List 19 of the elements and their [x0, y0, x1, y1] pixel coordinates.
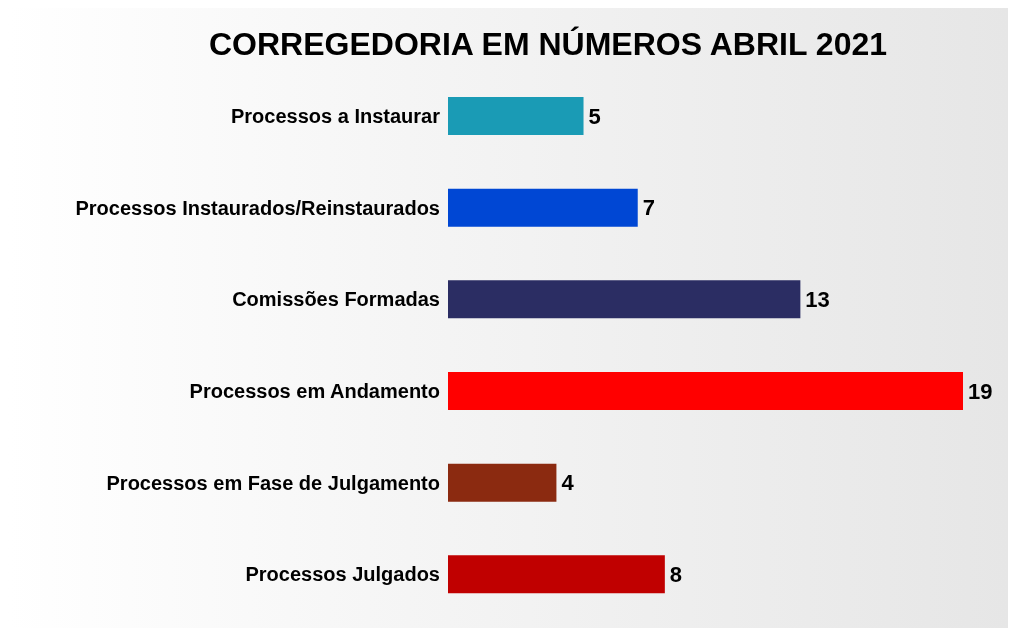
y-tick-label: Processos Instaurados/Reinstaurados: [75, 196, 440, 219]
bar: [448, 188, 638, 227]
bar: [448, 97, 584, 135]
bar: [448, 555, 665, 594]
bar: [448, 280, 801, 319]
y-tick-label: Comissões Formadas: [232, 288, 440, 311]
data-label: 8: [669, 562, 683, 588]
y-tick-label: Processos a Instaurar: [231, 104, 441, 127]
bar: [448, 372, 963, 410]
data-label: 4: [561, 470, 575, 496]
y-tick-label: Processos em Fase de Julgamento: [106, 471, 440, 494]
data-label: 5: [588, 103, 601, 129]
data-label: 19: [968, 378, 993, 404]
bar: [448, 463, 557, 502]
y-tick-label: Processos Julgados: [245, 563, 440, 586]
data-label: 13: [805, 287, 830, 313]
chart-title: CORREGEDORIA EM NÚMEROS ABRIL 2021: [208, 25, 888, 64]
y-tick-label: Processos em Andamento: [189, 379, 440, 402]
data-label: 7: [642, 195, 655, 221]
